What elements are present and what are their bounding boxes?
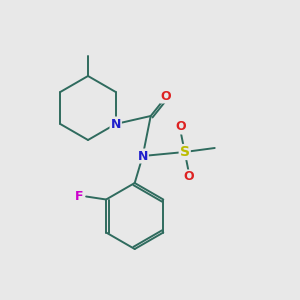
Text: S: S: [180, 145, 190, 159]
Text: O: O: [160, 89, 171, 103]
Text: N: N: [137, 149, 148, 163]
Text: O: O: [176, 121, 186, 134]
Text: F: F: [75, 190, 83, 203]
Text: O: O: [183, 170, 194, 184]
Text: N: N: [110, 118, 121, 130]
